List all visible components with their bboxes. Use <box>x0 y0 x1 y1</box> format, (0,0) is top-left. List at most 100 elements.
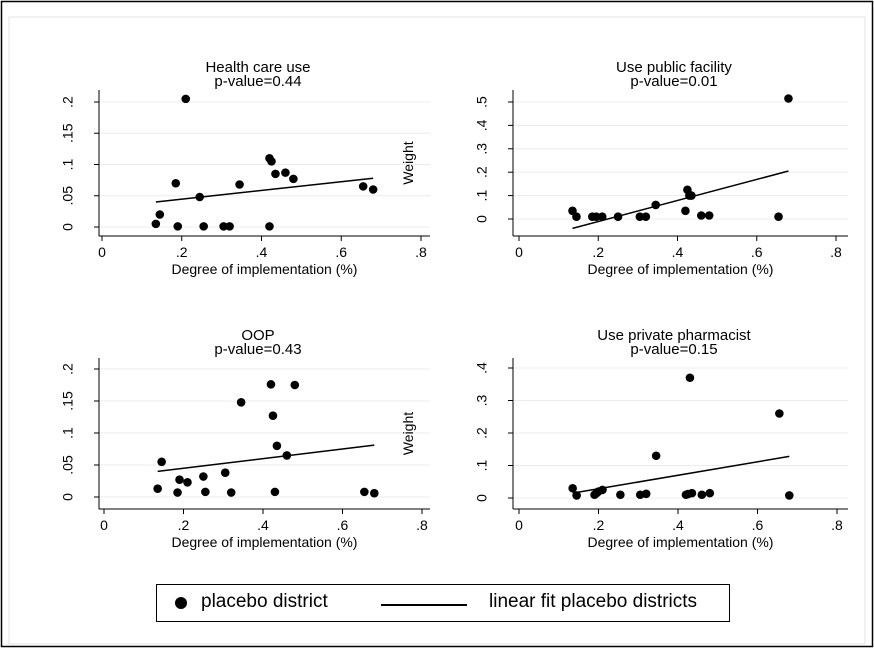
x-tick-label: .2 <box>176 244 188 260</box>
x-tick-label: .6 <box>335 244 347 260</box>
scatter-point <box>235 180 244 189</box>
x-tick-label: .8 <box>830 244 842 260</box>
scatter-point <box>155 210 165 219</box>
scatter-point <box>290 380 300 390</box>
scatter-point <box>282 451 292 460</box>
scatter-point <box>271 169 280 179</box>
scatter-point <box>572 212 581 221</box>
fit-line <box>572 170 789 230</box>
scatter-point <box>289 174 298 184</box>
y-tick-label: .4 <box>474 362 490 374</box>
x-tick-label: .6 <box>337 517 349 533</box>
y-tick-label: .4 <box>474 119 490 131</box>
scatter-point <box>199 222 208 231</box>
scatter-point <box>635 212 645 221</box>
x-tick-label: 0 <box>515 517 523 533</box>
y-tick-label: .15 <box>60 391 76 411</box>
scatter-point <box>687 488 697 498</box>
scatter-point <box>681 206 690 216</box>
scatter-point <box>774 212 783 221</box>
x-tick-label: .2 <box>592 244 604 260</box>
scatter-point <box>270 487 280 497</box>
y-tick-label: .2 <box>60 96 76 108</box>
x-tick-label: .2 <box>178 517 190 533</box>
x-tick-label: .4 <box>256 244 268 260</box>
y-tick-label: .2 <box>474 427 490 439</box>
panel-title: Health care use <box>205 59 310 76</box>
x-axis-title: Degree of implementation (%) <box>588 261 774 277</box>
x-tick-label: .4 <box>672 244 684 260</box>
x-tick-label: .2 <box>593 517 605 533</box>
scatter-point <box>613 212 623 221</box>
scatter-point <box>157 457 166 467</box>
x-tick-label: .6 <box>751 244 763 260</box>
fit-line <box>157 444 375 473</box>
scatter-point <box>173 222 183 231</box>
scatter-point <box>597 212 607 221</box>
scatter-point <box>568 483 577 493</box>
scatter-point <box>171 178 181 188</box>
scatter-point <box>201 487 210 497</box>
scatter-point <box>651 200 661 210</box>
x-tick-label: .4 <box>257 517 269 533</box>
scatter-point <box>598 485 607 495</box>
panel-subtitle: p-value=0.01 <box>630 73 717 90</box>
y-tick-label: .1 <box>474 190 490 202</box>
scatter-point <box>175 475 184 485</box>
y-tick-label: .1 <box>60 427 76 439</box>
scatter-point <box>775 409 784 418</box>
legend: placebo district linear fit placebo dist… <box>156 584 730 622</box>
scatter-point <box>705 488 715 498</box>
scatter-point <box>219 222 228 231</box>
panel-subtitle: p-value=0.43 <box>214 341 301 358</box>
scatter-point <box>696 211 706 220</box>
x-tick-label: 0 <box>98 244 106 260</box>
scatter-point <box>183 477 192 487</box>
panel-subtitle: p-value=0.44 <box>214 73 301 90</box>
x-axis-title: Degree of implementation (%) <box>588 534 774 550</box>
fit-line <box>572 455 790 494</box>
scatter-point <box>687 191 696 200</box>
scatter-point <box>173 488 182 497</box>
panel-title: Use private pharmacist <box>597 327 751 344</box>
y-tick-label: .2 <box>60 363 76 375</box>
inner-frame <box>8 16 866 645</box>
scatter-point <box>704 211 714 220</box>
y-tick-label: 0 <box>474 494 490 502</box>
scatter-point <box>641 489 651 499</box>
y-tick-label: .1 <box>60 158 76 170</box>
scatter-point <box>370 488 379 498</box>
scatter-point <box>220 468 230 477</box>
x-tick-label: .8 <box>831 517 843 533</box>
scatter-point <box>181 94 191 104</box>
scatter-point <box>199 472 208 481</box>
x-axis-title: Degree of implementation (%) <box>172 534 358 550</box>
y-axis-title: Weight <box>400 141 416 184</box>
scatter-point <box>265 222 274 231</box>
y-tick-label: .2 <box>474 166 490 178</box>
x-tick-label: .8 <box>415 244 427 260</box>
x-tick-label: .8 <box>416 517 428 533</box>
scatter-point <box>195 192 204 202</box>
scatter-point <box>236 397 246 407</box>
scatter-point <box>616 490 625 500</box>
x-axis-title: Degree of implementation (%) <box>172 261 358 277</box>
legend-line-marker <box>381 604 467 606</box>
scatter-point <box>281 168 290 177</box>
y-tick-label: .3 <box>474 143 490 155</box>
y-tick-label: .3 <box>474 394 490 406</box>
scatter-point <box>151 219 161 229</box>
scatter-point <box>268 411 278 421</box>
y-tick-label: .15 <box>60 123 76 143</box>
x-tick-label: .4 <box>672 517 684 533</box>
scatter-point <box>591 212 601 221</box>
y-tick-label: 0 <box>474 215 490 223</box>
scatter-point <box>785 491 794 500</box>
scatter-point <box>225 222 234 231</box>
y-tick-label: .05 <box>60 186 76 206</box>
legend-dot-marker <box>175 597 187 609</box>
scatter-point <box>360 487 369 497</box>
y-tick-label: .1 <box>474 459 490 471</box>
